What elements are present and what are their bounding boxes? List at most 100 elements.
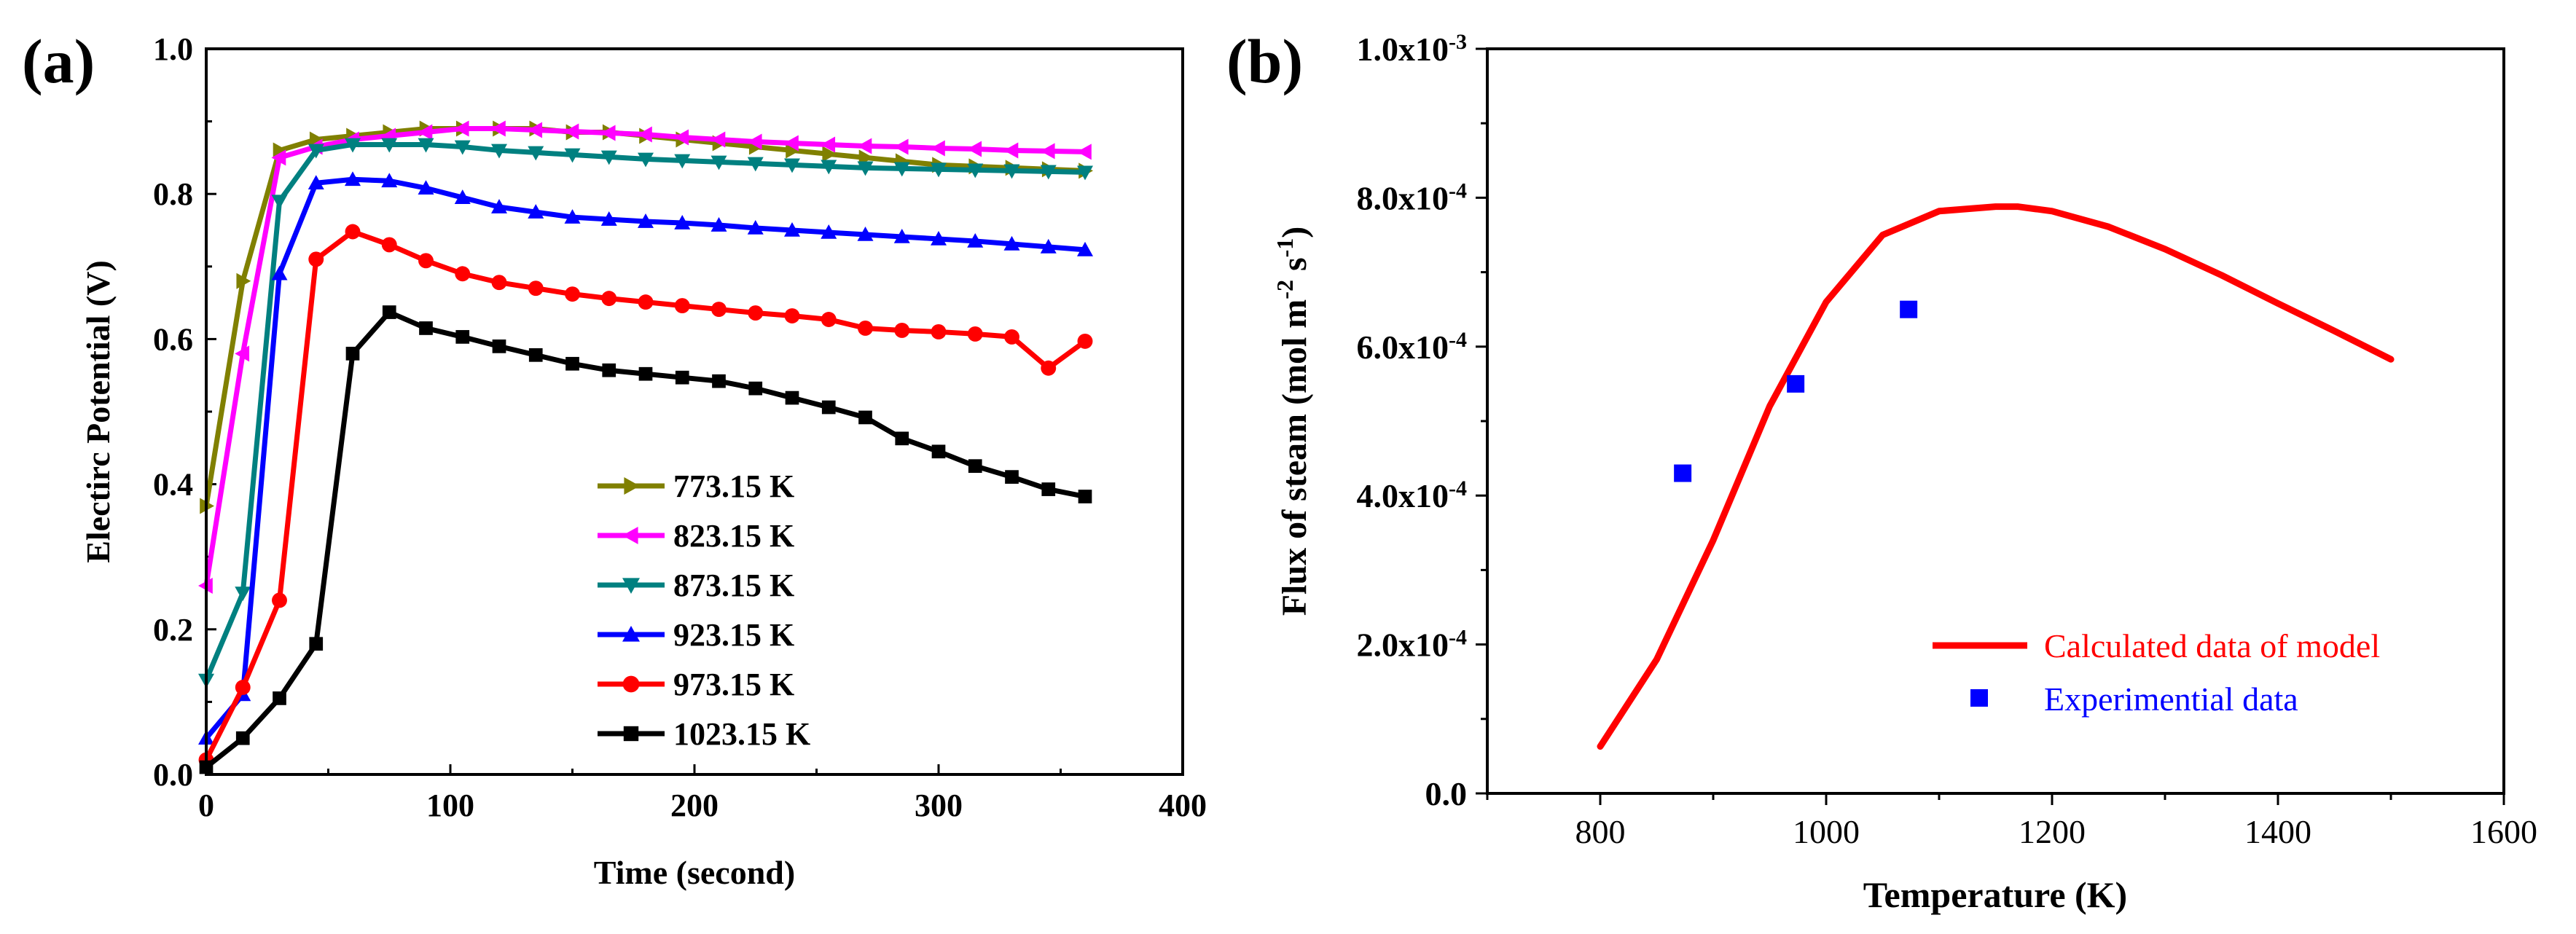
- data-point: [418, 253, 434, 269]
- data-point: [1077, 165, 1093, 181]
- data-point: [455, 266, 471, 282]
- data-point: [564, 123, 579, 140]
- data-point: [564, 148, 581, 163]
- data-point: [418, 138, 434, 153]
- data-point: [784, 308, 800, 323]
- data-point: [236, 272, 251, 289]
- panel-a-x-axis-label: Time (second): [594, 854, 795, 891]
- data-point: [895, 431, 909, 446]
- data-point: [857, 161, 874, 176]
- y-tick-label: 2.0x10-4: [1357, 625, 1468, 664]
- data-point: [345, 138, 361, 153]
- y-tick-label: 4.0x10-4: [1357, 476, 1468, 515]
- data-point: [638, 213, 654, 228]
- data-point: [674, 215, 691, 229]
- data-point: [382, 305, 396, 319]
- x-tick-label: 1600: [2470, 813, 2537, 850]
- y-tick-label: 0.0: [1425, 775, 1468, 812]
- data-point: [418, 180, 434, 195]
- data-point: [381, 237, 397, 253]
- data-point: [273, 691, 286, 705]
- data-point: [967, 232, 984, 248]
- data-point: [564, 209, 581, 224]
- x-tick-label: 800: [1575, 813, 1626, 850]
- legend-marker: [624, 477, 640, 495]
- data-point: [931, 140, 945, 157]
- data-point: [638, 152, 654, 168]
- data-point: [1077, 144, 1092, 160]
- legend-label: 823.15 K: [673, 518, 794, 554]
- data-point: [600, 211, 617, 226]
- data-point: [1004, 329, 1019, 345]
- panel-a: (a) 0 100 200 300 400 0.0 0.2 0.4 0.6 0.8 1.0 Time…: [22, 26, 1207, 891]
- data-point: [345, 224, 361, 240]
- panel-b-x-axis-label: Temperature (K): [1863, 874, 2127, 915]
- data-point: [821, 312, 837, 327]
- data-point: [931, 323, 947, 340]
- panel-a-y-axis-label: Electirc Potential (V): [79, 260, 117, 563]
- x-tick-label: 100: [426, 788, 474, 823]
- y-tick-label: 0.4: [153, 467, 193, 503]
- legend-label: 773.15 K: [673, 468, 794, 504]
- legend-label: 973.15 K: [673, 667, 794, 702]
- data-point: [638, 126, 652, 143]
- data-point: [235, 586, 251, 601]
- y-tick-label: 1.0x10-3: [1357, 30, 1468, 68]
- legend-marker: [622, 675, 640, 693]
- data-point: [528, 204, 544, 219]
- x-tick-label: 400: [1159, 788, 1207, 823]
- data-point: [1077, 241, 1093, 256]
- x-tick-label: 200: [670, 788, 719, 823]
- legend-label: 1023.15 K: [673, 716, 810, 752]
- panel-b: (b) 800 1000 1200 1400 1600 0.0 2.0x10-4 4.0x10…: [1226, 26, 2537, 915]
- data-point: [565, 356, 579, 371]
- data-point: [967, 326, 983, 342]
- data-point: [565, 286, 580, 302]
- y-tick-label: 0.2: [153, 612, 193, 648]
- data-point: [893, 138, 909, 155]
- data-point: [381, 138, 398, 153]
- data-point: [785, 391, 799, 405]
- data-point: [786, 142, 800, 159]
- data-point: [528, 146, 544, 161]
- data-point: [710, 155, 727, 170]
- data-point: [491, 275, 507, 291]
- panel-b-series: [1597, 203, 2395, 750]
- data-point: [454, 189, 471, 204]
- experimental-point: [1674, 464, 1692, 482]
- data-point: [492, 340, 506, 353]
- data-point: [454, 120, 469, 137]
- data-point: [1077, 333, 1093, 349]
- x-tick-label: 1400: [2244, 813, 2311, 850]
- data-point: [710, 217, 727, 232]
- data-point: [857, 138, 872, 154]
- data-point: [893, 228, 910, 243]
- data-point: [968, 459, 982, 474]
- data-point: [1040, 238, 1057, 254]
- data-point: [893, 162, 910, 177]
- data-point: [967, 163, 984, 178]
- data-point: [674, 154, 691, 169]
- data-point: [235, 731, 250, 745]
- data-point: [381, 173, 398, 188]
- data-point: [271, 195, 288, 210]
- legend-marker: [622, 626, 640, 642]
- legend-marker: [622, 578, 640, 594]
- data-point: [345, 346, 360, 361]
- data-point: [710, 131, 726, 148]
- data-point: [309, 131, 324, 148]
- data-point: [674, 129, 689, 146]
- data-point: [747, 157, 764, 172]
- data-point: [271, 149, 286, 166]
- x-tick-label: 1000: [1793, 813, 1860, 850]
- y-tick-label: 0.0: [153, 757, 193, 793]
- data-point: [272, 592, 287, 608]
- panel-b-label: (b): [1226, 26, 1303, 96]
- data-point: [1003, 164, 1020, 179]
- data-point: [1040, 143, 1055, 160]
- data-point: [455, 330, 470, 344]
- data-point: [821, 160, 837, 175]
- data-point: [822, 146, 837, 162]
- data-point: [235, 345, 250, 362]
